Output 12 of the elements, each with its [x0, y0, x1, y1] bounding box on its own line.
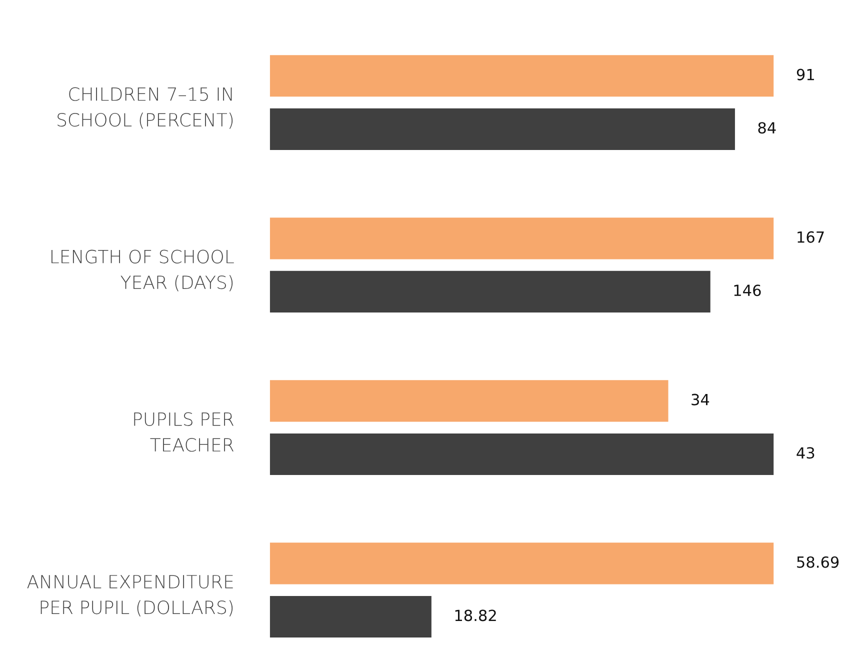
- data-label: 43: [796, 447, 814, 459]
- data-label: 58.69: [797, 556, 839, 568]
- y-tick-label: LENGTH OF SCHOOL YEAR (DAYS): [52, 250, 234, 292]
- data-label: 146: [734, 284, 761, 296]
- data-label: 18.82: [455, 610, 496, 622]
- y-tick-label: CHILDREN 7–15 IN SCHOOL (PERCENT): [58, 87, 233, 129]
- data-label: 91: [796, 68, 814, 80]
- y-tick-label: PUPILS PER TEACHER: [134, 412, 234, 452]
- data-label: 167: [798, 231, 824, 243]
- data-label: 84: [758, 122, 776, 134]
- data-label: 34: [692, 394, 710, 406]
- y-tick-label: ANNUAL EXPENDITURE PER PUPIL (DOLLARS): [27, 575, 233, 616]
